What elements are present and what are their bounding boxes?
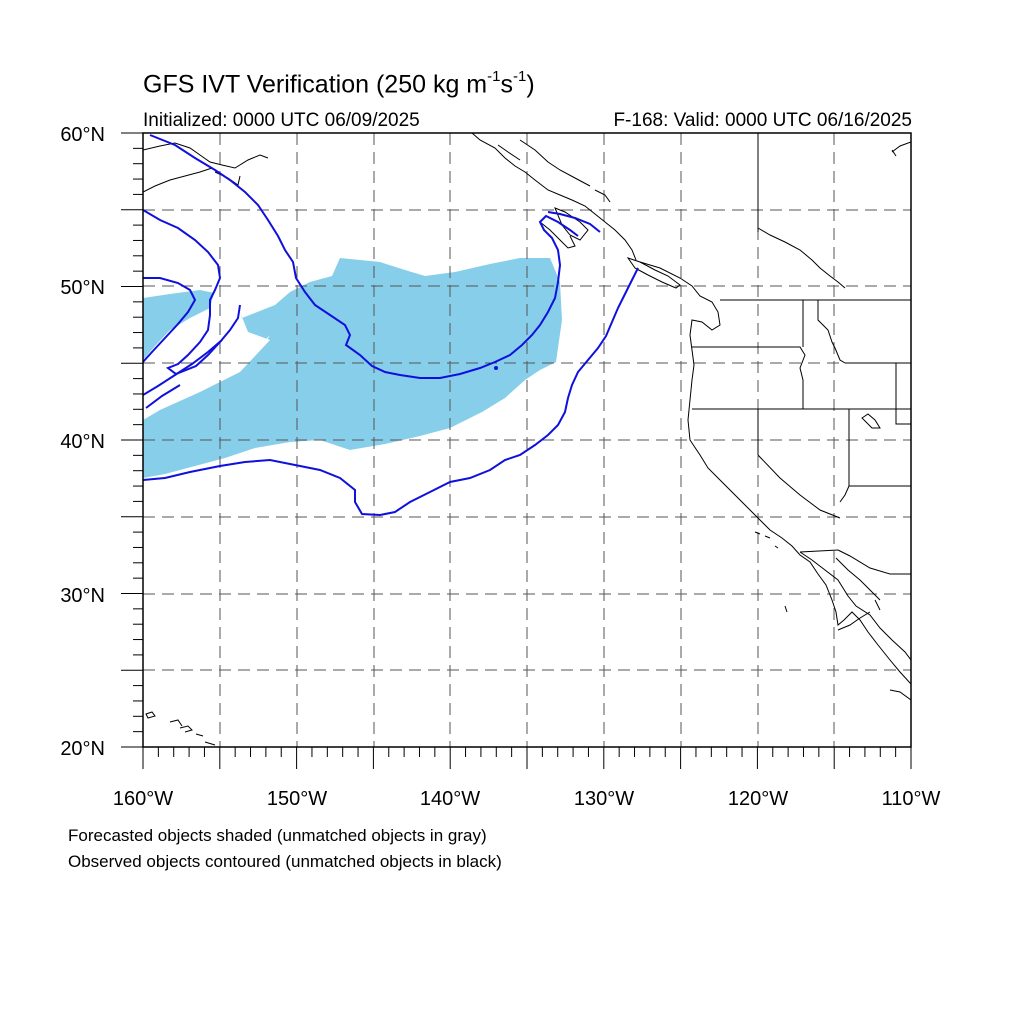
forecast-objects [143,258,562,478]
initialized-label: Initialized: 0000 UTC 06/09/2025 [143,110,420,131]
legend-observed: Observed objects contoured (unmatched ob… [68,852,502,871]
lon-label-120: 120°W [728,788,788,810]
lat-label-50: 50°N [60,277,105,299]
observed-contours [143,134,639,517]
lon-label-150: 150°W [267,788,327,810]
observed-contour-main [143,267,639,517]
lat-label-30: 30°N [60,585,105,607]
lon-axis: 160°W 150°W 140°W 130°W 120°W 110°W [113,788,941,810]
observed-contour-west [143,277,197,363]
forecast-object-main [143,258,562,478]
forecast-object-west [143,290,214,360]
lon-label-140: 140°W [420,788,480,810]
observed-point [494,366,498,370]
legend-forecast: Forecasted objects shaded (unmatched obj… [68,826,487,845]
lon-label-160: 160°W [113,788,173,810]
lat-axis: 60°N 50°N 40°N 30°N 20°N [60,124,105,760]
valid-time-label: F-168: Valid: 0000 UTC 06/16/2025 [613,110,912,131]
axis-ticks [121,132,912,769]
chart-title: GFS IVT Verification (250 kg m-1s-1) [143,68,535,99]
observed-contour-south [143,209,241,376]
lon-label-130: 130°W [574,788,634,810]
lat-label-60: 60°N [60,124,105,146]
coastlines [143,133,911,746]
lat-label-20: 20°N [60,738,105,760]
lon-label-110: 110°W [882,788,941,810]
lat-label-40: 40°N [60,431,105,453]
graticule [143,133,911,747]
observed-contour-north [149,134,579,379]
